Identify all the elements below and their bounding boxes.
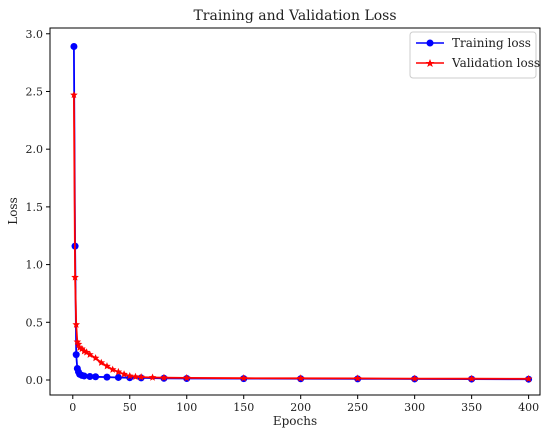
validation-point xyxy=(108,365,117,373)
validation-point xyxy=(410,374,419,382)
validation-point xyxy=(467,374,476,382)
training-point xyxy=(103,373,111,381)
series-layer xyxy=(70,42,533,383)
y-tick-label: 0.0 xyxy=(26,374,44,387)
training-point xyxy=(80,372,88,380)
training-point xyxy=(70,42,78,50)
y-tick-label: 3.0 xyxy=(26,28,44,41)
y-tick-label: 0.5 xyxy=(26,316,44,329)
validation-point xyxy=(137,373,145,381)
training-point xyxy=(86,373,94,381)
validation-point xyxy=(131,372,140,380)
x-tick-label: 300 xyxy=(404,401,425,414)
x-tick-label: 100 xyxy=(176,401,197,414)
x-tick-label: 350 xyxy=(461,401,482,414)
validation-loss-line xyxy=(73,94,529,380)
legend: Training loss Validation loss xyxy=(409,31,540,79)
legend-validation-marker xyxy=(425,59,435,67)
y-tick-label: 2.0 xyxy=(26,143,44,156)
validation-point xyxy=(71,273,79,281)
x-axis: 0 50 100 150 200 250 300 350 400 xyxy=(69,395,539,414)
validation-series xyxy=(70,90,533,383)
y-tick-label: 1.0 xyxy=(26,259,44,272)
training-loss-line xyxy=(73,46,529,381)
x-tick-label: 0 xyxy=(69,401,76,414)
training-point xyxy=(72,351,80,359)
chart-title: Training and Validation Loss xyxy=(193,8,396,24)
plot-area xyxy=(49,27,541,396)
validation-point xyxy=(103,362,111,370)
y-axis: 0.0 0.5 1.0 1.5 2.0 2.5 3.0 xyxy=(26,28,50,387)
y-axis-title: Loss xyxy=(6,197,20,225)
x-tick-label: 150 xyxy=(233,401,254,414)
validation-point xyxy=(72,320,81,328)
validation-point xyxy=(97,358,106,366)
validation-point xyxy=(91,354,100,362)
validation-point xyxy=(148,373,157,381)
validation-point xyxy=(296,374,305,382)
legend-training-marker xyxy=(426,39,434,47)
y-tick-label: 2.5 xyxy=(26,85,44,98)
validation-point xyxy=(182,373,191,382)
x-tick-label: 400 xyxy=(518,401,539,414)
training-series xyxy=(70,42,533,383)
validation-point xyxy=(114,367,123,376)
validation-point xyxy=(70,90,78,99)
x-axis-title: Epochs xyxy=(273,414,317,428)
x-tick-label: 200 xyxy=(290,401,311,414)
training-point xyxy=(114,373,122,381)
validation-point xyxy=(160,373,168,381)
y-tick-label: 1.5 xyxy=(26,201,44,214)
legend-training-label: Training loss xyxy=(452,36,531,50)
validation-point xyxy=(125,371,134,380)
validation-point xyxy=(120,370,128,378)
training-point xyxy=(92,373,100,381)
x-tick-label: 50 xyxy=(123,401,137,414)
validation-point xyxy=(524,374,533,383)
legend-validation-label: Validation loss xyxy=(451,56,540,70)
x-tick-label: 250 xyxy=(347,401,368,414)
validation-point xyxy=(239,374,248,382)
validation-point xyxy=(353,374,362,382)
validation-point xyxy=(86,350,94,358)
